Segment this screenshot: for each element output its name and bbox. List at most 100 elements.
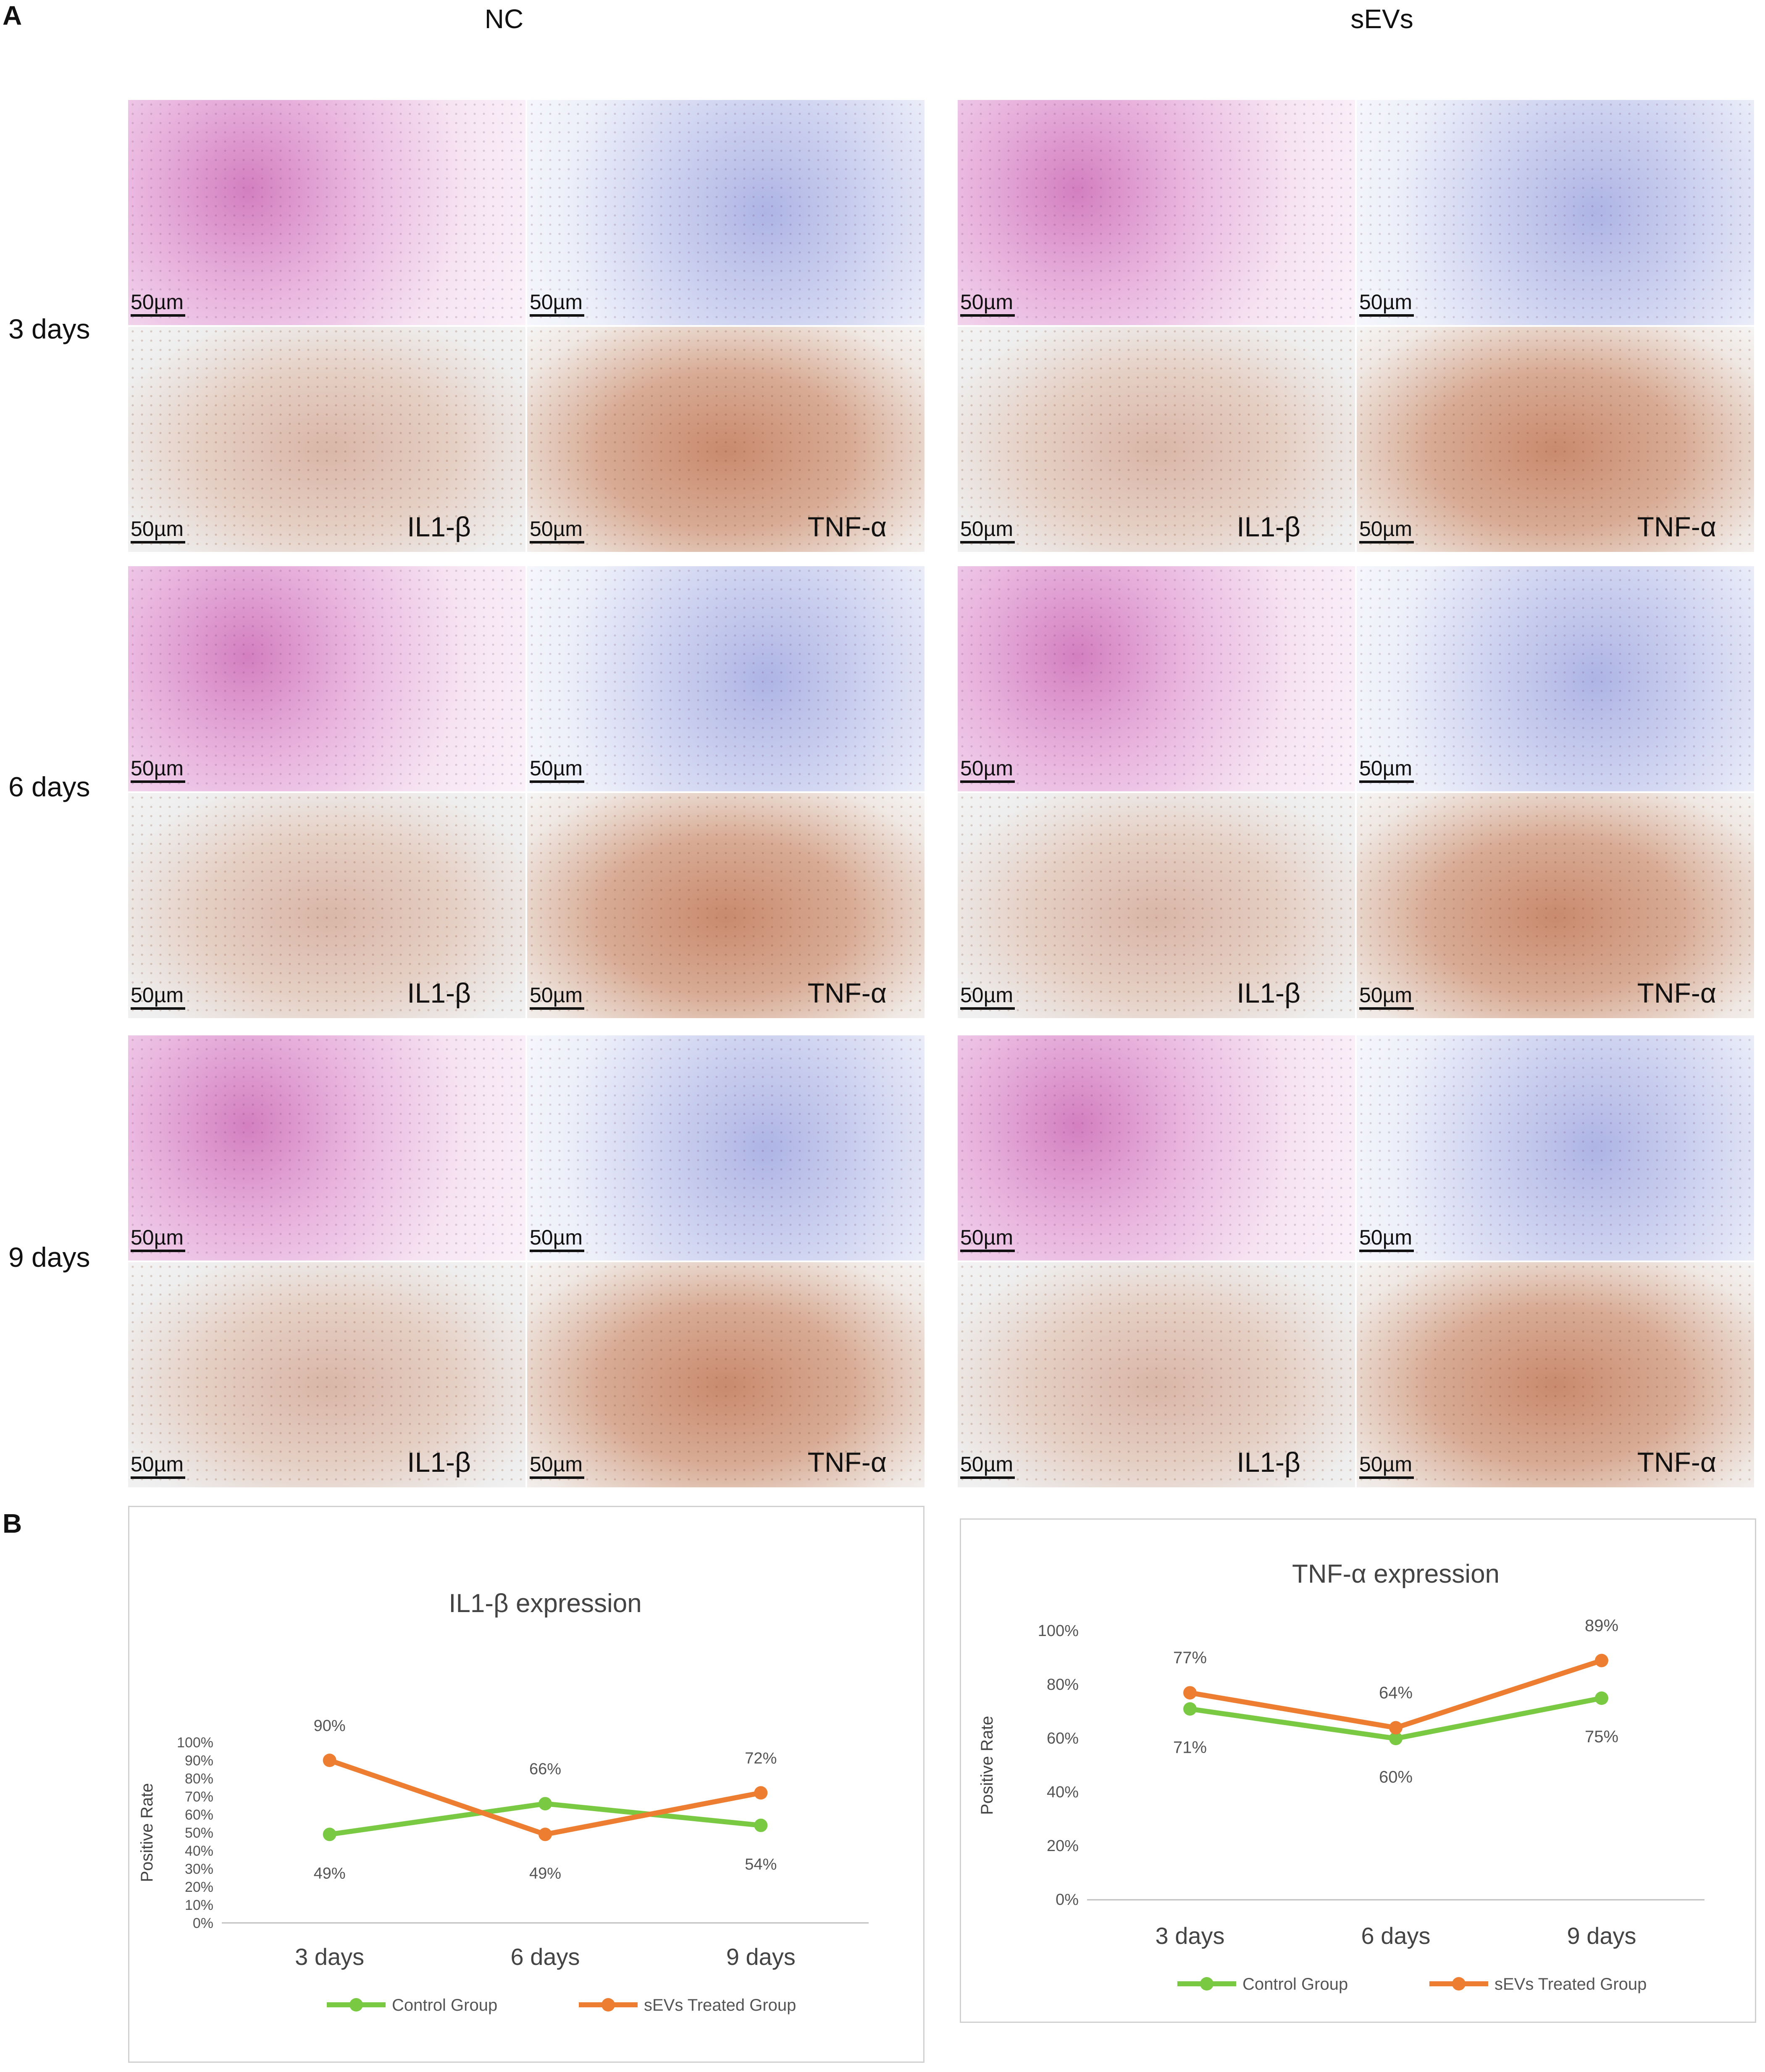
data-point: [1595, 1654, 1608, 1668]
scale-bar-label: 50µm: [530, 1452, 583, 1476]
tnf-chart-box: TNF-α expression Positive Rate 0% 20% 40% 60%…: [960, 1518, 1756, 2023]
scale-bar: 50µm: [131, 518, 189, 548]
micrograph-sevs-6-days-tnf: 50µm TNF-α: [1357, 793, 1754, 1018]
scale-bar-label: 50µm: [530, 983, 583, 1007]
scale-bar: 50µm: [1359, 758, 1418, 787]
y-tick-label: 20%: [1047, 1837, 1079, 1855]
scale-bar-line: [1359, 541, 1414, 548]
y-tick-label: 50%: [185, 1825, 213, 1841]
data-label: 90%: [314, 1717, 346, 1735]
y-axis-label: Positive Rate: [978, 1716, 996, 1815]
micrograph-sevs-6-days-il: 50µm IL1-β: [958, 793, 1355, 1018]
chart-title: IL1-β expression: [449, 1589, 642, 1618]
scale-bar-line: [530, 541, 584, 548]
data-label: 64%: [1379, 1683, 1413, 1702]
micrograph-sevs-9-days-il: 50µm IL1-β: [958, 1262, 1355, 1487]
row-label-6-days: 6 days: [8, 771, 90, 802]
data-label: 60%: [1379, 1768, 1413, 1786]
scale-bar-line: [960, 541, 1015, 548]
scale-bar: 50µm: [131, 758, 189, 787]
y-tick-label: 90%: [185, 1753, 213, 1769]
micrograph-nc-9-days-tnf: 50µm TNF-α: [527, 1262, 925, 1487]
x-tick-label: 6 days: [1361, 1922, 1431, 1949]
data-label: 72%: [745, 1749, 777, 1767]
scale-bar: 50µm: [1359, 291, 1418, 321]
scale-bar: 50µm: [1359, 1227, 1418, 1256]
data-point: [754, 1818, 768, 1832]
micrograph-nc-3-days-il: 50µm IL1-β: [128, 327, 525, 552]
data-point: [1595, 1691, 1608, 1705]
il1b-chart-box: IL1-β expression Positive Rate 0% 10% 20% 30%…: [128, 1506, 925, 2063]
row-label-3-days: 3 days: [8, 313, 90, 344]
micrograph-sevs-3-days-tnf: 50µm TNF-α: [1357, 327, 1754, 552]
y-tick-label: 80%: [1047, 1676, 1079, 1694]
data-label: 75%: [1585, 1728, 1618, 1746]
scale-bar: 50µm: [131, 291, 189, 321]
scale-bar-label: 50µm: [131, 983, 184, 1007]
scale-bar-line: [1359, 1476, 1414, 1483]
scale-bar-label: 50µm: [131, 517, 184, 541]
scale-bar-label: 50µm: [1359, 1452, 1413, 1476]
marker-label-tnf: TNF-α: [807, 511, 887, 542]
micrograph-nc-6-days-tnf: 50µm TNF-α: [527, 793, 925, 1018]
scale-bar-line: [530, 780, 584, 787]
y-tick-label: 80%: [185, 1771, 213, 1787]
scale-bar-label: 50µm: [960, 290, 1014, 314]
scale-bar-line: [960, 1476, 1015, 1483]
micrograph-sevs-3-days-he: 50µm: [958, 100, 1355, 325]
chart-title: TNF-α expression: [1292, 1560, 1500, 1589]
scale-bar: 50µm: [131, 1454, 189, 1483]
data-label: 49%: [314, 1865, 346, 1882]
scale-bar: 50µm: [530, 1454, 588, 1483]
marker-label-il: IL1-β: [407, 1447, 471, 1478]
legend-label: sEVs Treated Group: [1494, 1975, 1647, 1993]
y-tick-label: 10%: [185, 1897, 213, 1913]
scale-bar-label: 50µm: [960, 983, 1014, 1007]
marker-label-il: IL1-β: [407, 977, 471, 1008]
scale-bar-line: [530, 1250, 584, 1256]
data-point: [538, 1797, 552, 1811]
data-point: [323, 1754, 336, 1767]
scale-bar: 50µm: [530, 985, 588, 1014]
y-tick-label: 0%: [193, 1915, 213, 1931]
marker-label-tnf: TNF-α: [1637, 511, 1716, 542]
scale-bar-label: 50µm: [960, 1452, 1014, 1476]
y-axis-label: Positive Rate: [138, 1783, 156, 1882]
data-point: [754, 1786, 768, 1800]
scale-bar: 50µm: [1359, 985, 1418, 1014]
marker-label-tnf: TNF-α: [807, 977, 887, 1008]
scale-bar: 50µm: [960, 1454, 1019, 1483]
micrograph-sevs-6-days-t: 50µm: [1357, 566, 1754, 791]
scale-bar: 50µm: [131, 1227, 189, 1256]
panel-b-label: B: [3, 1508, 22, 1539]
scale-bar-line: [1359, 314, 1414, 321]
column-header-sevs: sEVs: [1350, 4, 1413, 34]
data-point: [1183, 1686, 1197, 1700]
scale-bar-line: [1359, 780, 1414, 787]
scale-bar: 50µm: [131, 985, 189, 1014]
micrograph-nc-6-days-il: 50µm IL1-β: [128, 793, 525, 1018]
scale-bar-line: [960, 780, 1015, 787]
scale-bar-line: [960, 1007, 1015, 1014]
micrograph-nc-9-days-il: 50µm IL1-β: [128, 1262, 525, 1487]
y-tick-label: 30%: [185, 1861, 213, 1877]
scale-bar-label: 50µm: [530, 517, 583, 541]
x-tick-label: 9 days: [1567, 1922, 1636, 1949]
legend-label: Control Group: [1242, 1975, 1348, 1993]
scale-bar-label: 50µm: [131, 290, 184, 314]
scale-bar-label: 50µm: [1359, 756, 1413, 780]
scale-bar: 50µm: [530, 1227, 588, 1256]
micrograph-sevs-9-days-he: 50µm: [958, 1035, 1355, 1261]
y-tick-label: 20%: [185, 1879, 213, 1895]
micrograph-nc-9-days-he: 50µm: [128, 1035, 525, 1261]
scale-bar: 50µm: [960, 291, 1019, 321]
scale-bar-label: 50µm: [960, 756, 1014, 780]
data-label: 66%: [529, 1760, 561, 1778]
scale-bar-line: [530, 314, 584, 321]
micrograph-nc-3-days-tnf: 50µm TNF-α: [527, 327, 925, 552]
data-point: [1389, 1721, 1403, 1735]
marker-label-il: IL1-β: [1237, 1447, 1300, 1478]
marker-label-il: IL1-β: [1237, 977, 1300, 1008]
scale-bar: 50µm: [960, 1227, 1019, 1256]
scale-bar-label: 50µm: [530, 290, 583, 314]
